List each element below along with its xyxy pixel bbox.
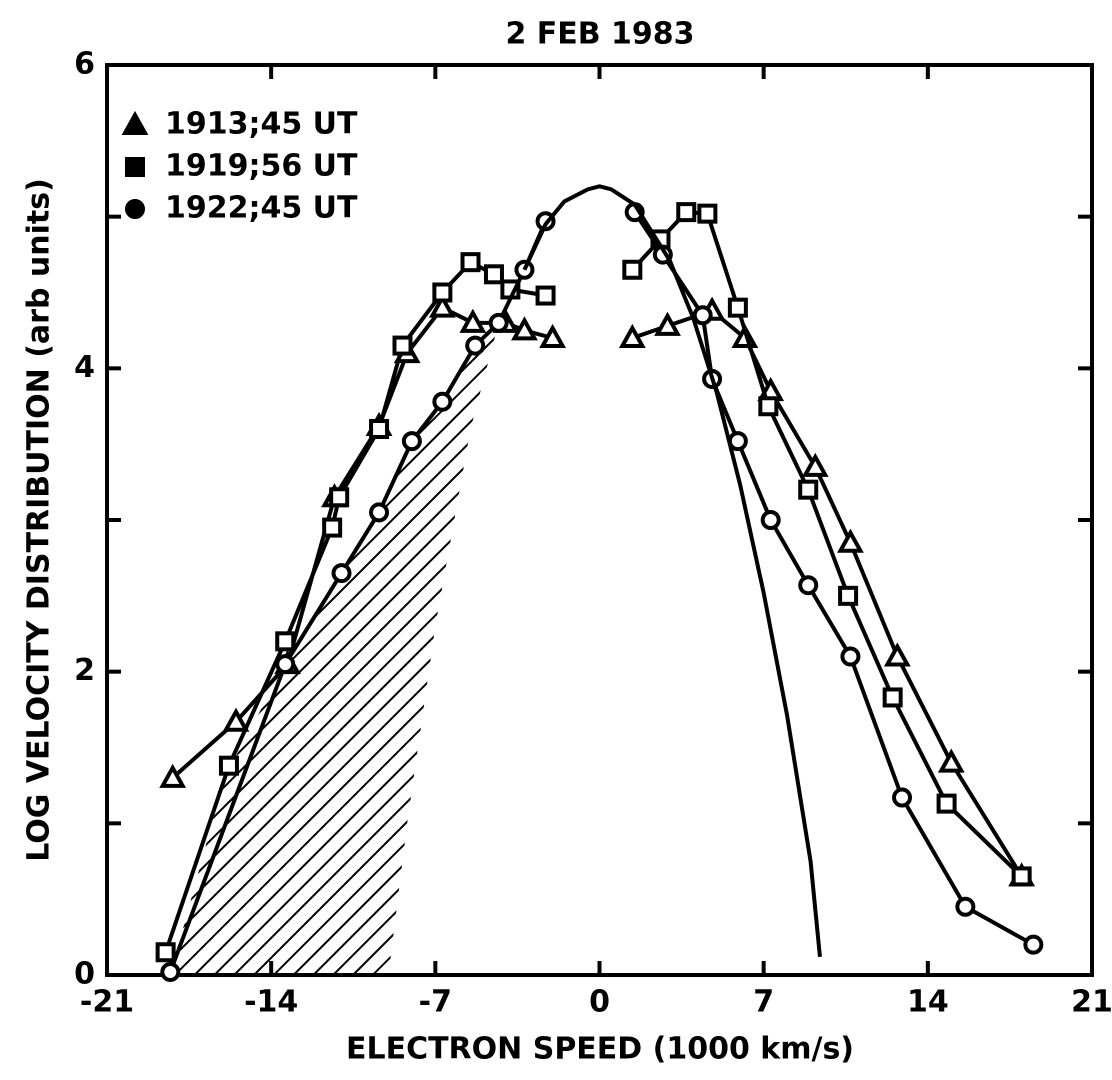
marker xyxy=(758,396,779,417)
marker xyxy=(488,312,509,333)
marker xyxy=(837,528,864,553)
marker xyxy=(1023,934,1044,955)
marker xyxy=(676,202,697,223)
legend-marker xyxy=(125,157,145,177)
marker xyxy=(727,297,748,318)
y-tick-label: 0 xyxy=(74,957,95,992)
marker xyxy=(432,391,453,412)
legend-label: 1919;56 UT xyxy=(165,149,358,184)
marker xyxy=(618,323,646,348)
marker xyxy=(401,431,422,452)
marker xyxy=(369,419,390,439)
marker xyxy=(955,896,976,917)
marker xyxy=(483,264,504,285)
y-tick-label: 4 xyxy=(74,350,95,385)
legend-label: 1922;45 UT xyxy=(165,191,358,226)
chart-title: 2 FEB 1983 xyxy=(505,17,694,52)
marker xyxy=(218,755,239,776)
legend-label: 1913;45 UT xyxy=(165,107,358,142)
marker xyxy=(760,510,781,530)
marker xyxy=(465,335,486,356)
marker xyxy=(155,942,176,963)
marker xyxy=(275,654,296,675)
series-line xyxy=(522,184,822,957)
marker xyxy=(892,787,913,808)
marker xyxy=(275,631,296,652)
marker xyxy=(535,285,556,306)
marker xyxy=(331,563,352,584)
marker xyxy=(369,502,390,523)
x-tick-label: 0 xyxy=(589,985,610,1020)
marker xyxy=(329,487,350,508)
x-tick-label: 14 xyxy=(907,985,949,1020)
marker xyxy=(428,293,456,318)
marker xyxy=(539,323,566,348)
marker xyxy=(801,452,829,477)
marker xyxy=(937,748,965,773)
y-axis-label: LOG VELOCITY DISTRIBUTION (arb units) xyxy=(22,178,57,862)
marker xyxy=(459,308,487,333)
marker xyxy=(936,793,957,814)
legend-marker xyxy=(121,110,149,135)
marker xyxy=(511,316,538,341)
marker xyxy=(322,517,343,538)
marker xyxy=(160,961,181,982)
legend-marker xyxy=(125,199,145,219)
marker xyxy=(654,311,681,336)
marker xyxy=(1011,866,1032,887)
marker xyxy=(159,763,187,788)
y-tick-label: 2 xyxy=(74,653,95,688)
marker xyxy=(432,282,453,303)
x-tick-label: 21 xyxy=(1071,985,1112,1020)
x-tick-label: -14 xyxy=(244,985,298,1020)
marker xyxy=(460,252,481,273)
x-tick-label: 7 xyxy=(753,985,774,1020)
marker xyxy=(222,707,250,732)
marker xyxy=(838,585,859,606)
marker xyxy=(392,335,413,356)
marker xyxy=(882,687,903,708)
x-tick-label: -21 xyxy=(80,985,134,1020)
marker xyxy=(692,305,713,326)
shaded-region xyxy=(170,322,499,975)
marker xyxy=(697,203,718,224)
x-tick-label: -7 xyxy=(419,985,452,1020)
marker xyxy=(840,646,861,667)
marker xyxy=(798,575,819,596)
x-axis-label: ELECTRON SPEED (1000 km/s) xyxy=(346,1032,854,1067)
marker xyxy=(622,259,643,280)
marker xyxy=(883,642,911,667)
marker xyxy=(798,479,819,500)
y-tick-label: 6 xyxy=(74,47,95,82)
